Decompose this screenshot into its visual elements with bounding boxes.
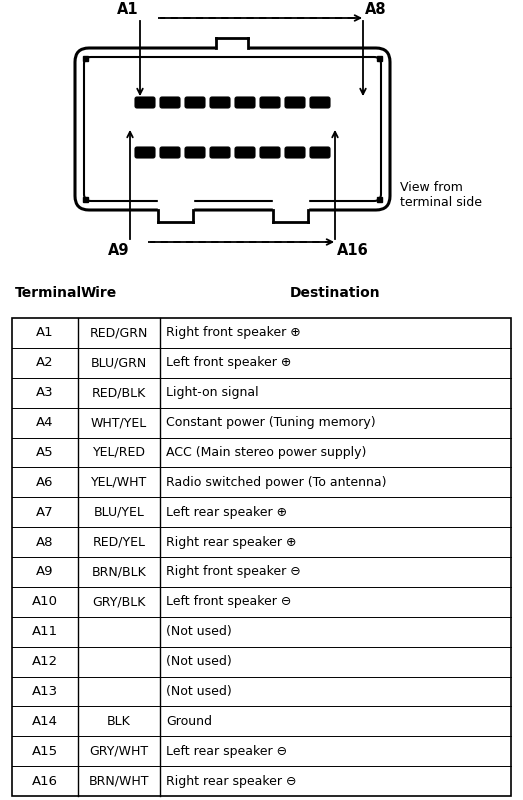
Text: Left front speaker ⊕: Left front speaker ⊕ bbox=[166, 356, 291, 370]
Text: Right front speaker ⊕: Right front speaker ⊕ bbox=[166, 326, 301, 339]
FancyBboxPatch shape bbox=[160, 147, 180, 158]
FancyBboxPatch shape bbox=[75, 48, 390, 210]
FancyBboxPatch shape bbox=[310, 147, 330, 158]
Text: A14: A14 bbox=[32, 715, 58, 728]
Text: A2: A2 bbox=[36, 356, 54, 370]
Text: Destination: Destination bbox=[290, 286, 381, 300]
Text: (Not used): (Not used) bbox=[166, 685, 232, 698]
Text: Right rear speaker ⊕: Right rear speaker ⊕ bbox=[166, 535, 297, 549]
Text: A9: A9 bbox=[36, 566, 54, 578]
FancyBboxPatch shape bbox=[185, 97, 205, 108]
Text: Left front speaker ⊖: Left front speaker ⊖ bbox=[166, 595, 291, 608]
Text: A16: A16 bbox=[337, 243, 369, 258]
FancyBboxPatch shape bbox=[285, 147, 305, 158]
Text: Right front speaker ⊖: Right front speaker ⊖ bbox=[166, 566, 301, 578]
Text: RED/YEL: RED/YEL bbox=[93, 535, 145, 549]
Bar bbox=[272, 197, 308, 213]
FancyBboxPatch shape bbox=[210, 97, 230, 108]
FancyBboxPatch shape bbox=[235, 97, 255, 108]
Text: A11: A11 bbox=[32, 625, 58, 638]
FancyBboxPatch shape bbox=[285, 97, 305, 108]
Text: BRN/WHT: BRN/WHT bbox=[89, 774, 149, 787]
Text: A12: A12 bbox=[32, 655, 58, 668]
Text: A9: A9 bbox=[108, 243, 129, 258]
Text: (Not used): (Not used) bbox=[166, 655, 232, 668]
Text: RED/BLK: RED/BLK bbox=[92, 386, 146, 399]
Text: Constant power (Tuning memory): Constant power (Tuning memory) bbox=[166, 416, 376, 429]
Text: RED/GRN: RED/GRN bbox=[90, 326, 148, 339]
Text: A16: A16 bbox=[32, 774, 58, 787]
Bar bbox=[216, 36, 248, 51]
Text: A1: A1 bbox=[36, 326, 54, 339]
Text: Left rear speaker ⊕: Left rear speaker ⊕ bbox=[166, 506, 287, 518]
Text: View from
terminal side: View from terminal side bbox=[400, 181, 482, 209]
Text: Left rear speaker ⊖: Left rear speaker ⊖ bbox=[166, 745, 287, 758]
Text: A4: A4 bbox=[36, 416, 54, 429]
FancyBboxPatch shape bbox=[310, 97, 330, 108]
FancyBboxPatch shape bbox=[84, 57, 381, 201]
Bar bbox=[12, 318, 511, 796]
Text: Ground: Ground bbox=[166, 715, 212, 728]
Bar bbox=[157, 197, 192, 213]
Text: (Not used): (Not used) bbox=[166, 625, 232, 638]
FancyBboxPatch shape bbox=[135, 147, 155, 158]
Bar bbox=[83, 56, 88, 61]
FancyBboxPatch shape bbox=[235, 147, 255, 158]
Text: A1: A1 bbox=[117, 2, 139, 17]
Text: BLU/YEL: BLU/YEL bbox=[94, 506, 144, 518]
Text: GRY/BLK: GRY/BLK bbox=[93, 595, 146, 608]
Text: Light-on signal: Light-on signal bbox=[166, 386, 259, 399]
Text: WHT/YEL: WHT/YEL bbox=[91, 416, 147, 429]
Text: A8: A8 bbox=[365, 2, 386, 17]
Text: A8: A8 bbox=[36, 535, 54, 549]
Text: Terminal: Terminal bbox=[15, 286, 82, 300]
Text: Right rear speaker ⊖: Right rear speaker ⊖ bbox=[166, 774, 297, 787]
Bar bbox=[377, 197, 382, 202]
FancyBboxPatch shape bbox=[210, 147, 230, 158]
Text: A7: A7 bbox=[36, 506, 54, 518]
Text: YEL/WHT: YEL/WHT bbox=[91, 476, 147, 489]
Text: BLU/GRN: BLU/GRN bbox=[91, 356, 147, 370]
Text: A5: A5 bbox=[36, 446, 54, 459]
Text: A15: A15 bbox=[32, 745, 58, 758]
FancyBboxPatch shape bbox=[160, 97, 180, 108]
Text: Wire: Wire bbox=[81, 286, 117, 300]
Text: BLK: BLK bbox=[107, 715, 131, 728]
Text: ACC (Main stereo power supply): ACC (Main stereo power supply) bbox=[166, 446, 367, 459]
Text: BRN/BLK: BRN/BLK bbox=[92, 566, 146, 578]
Text: A6: A6 bbox=[36, 476, 54, 489]
FancyBboxPatch shape bbox=[260, 97, 280, 108]
Bar bbox=[377, 56, 382, 61]
Text: A10: A10 bbox=[32, 595, 58, 608]
Text: YEL/RED: YEL/RED bbox=[93, 446, 145, 459]
Text: A13: A13 bbox=[32, 685, 58, 698]
FancyBboxPatch shape bbox=[260, 147, 280, 158]
FancyBboxPatch shape bbox=[185, 147, 205, 158]
Text: Radio switched power (To antenna): Radio switched power (To antenna) bbox=[166, 476, 386, 489]
FancyBboxPatch shape bbox=[135, 97, 155, 108]
Text: A3: A3 bbox=[36, 386, 54, 399]
Text: GRY/WHT: GRY/WHT bbox=[89, 745, 149, 758]
Bar bbox=[83, 197, 88, 202]
